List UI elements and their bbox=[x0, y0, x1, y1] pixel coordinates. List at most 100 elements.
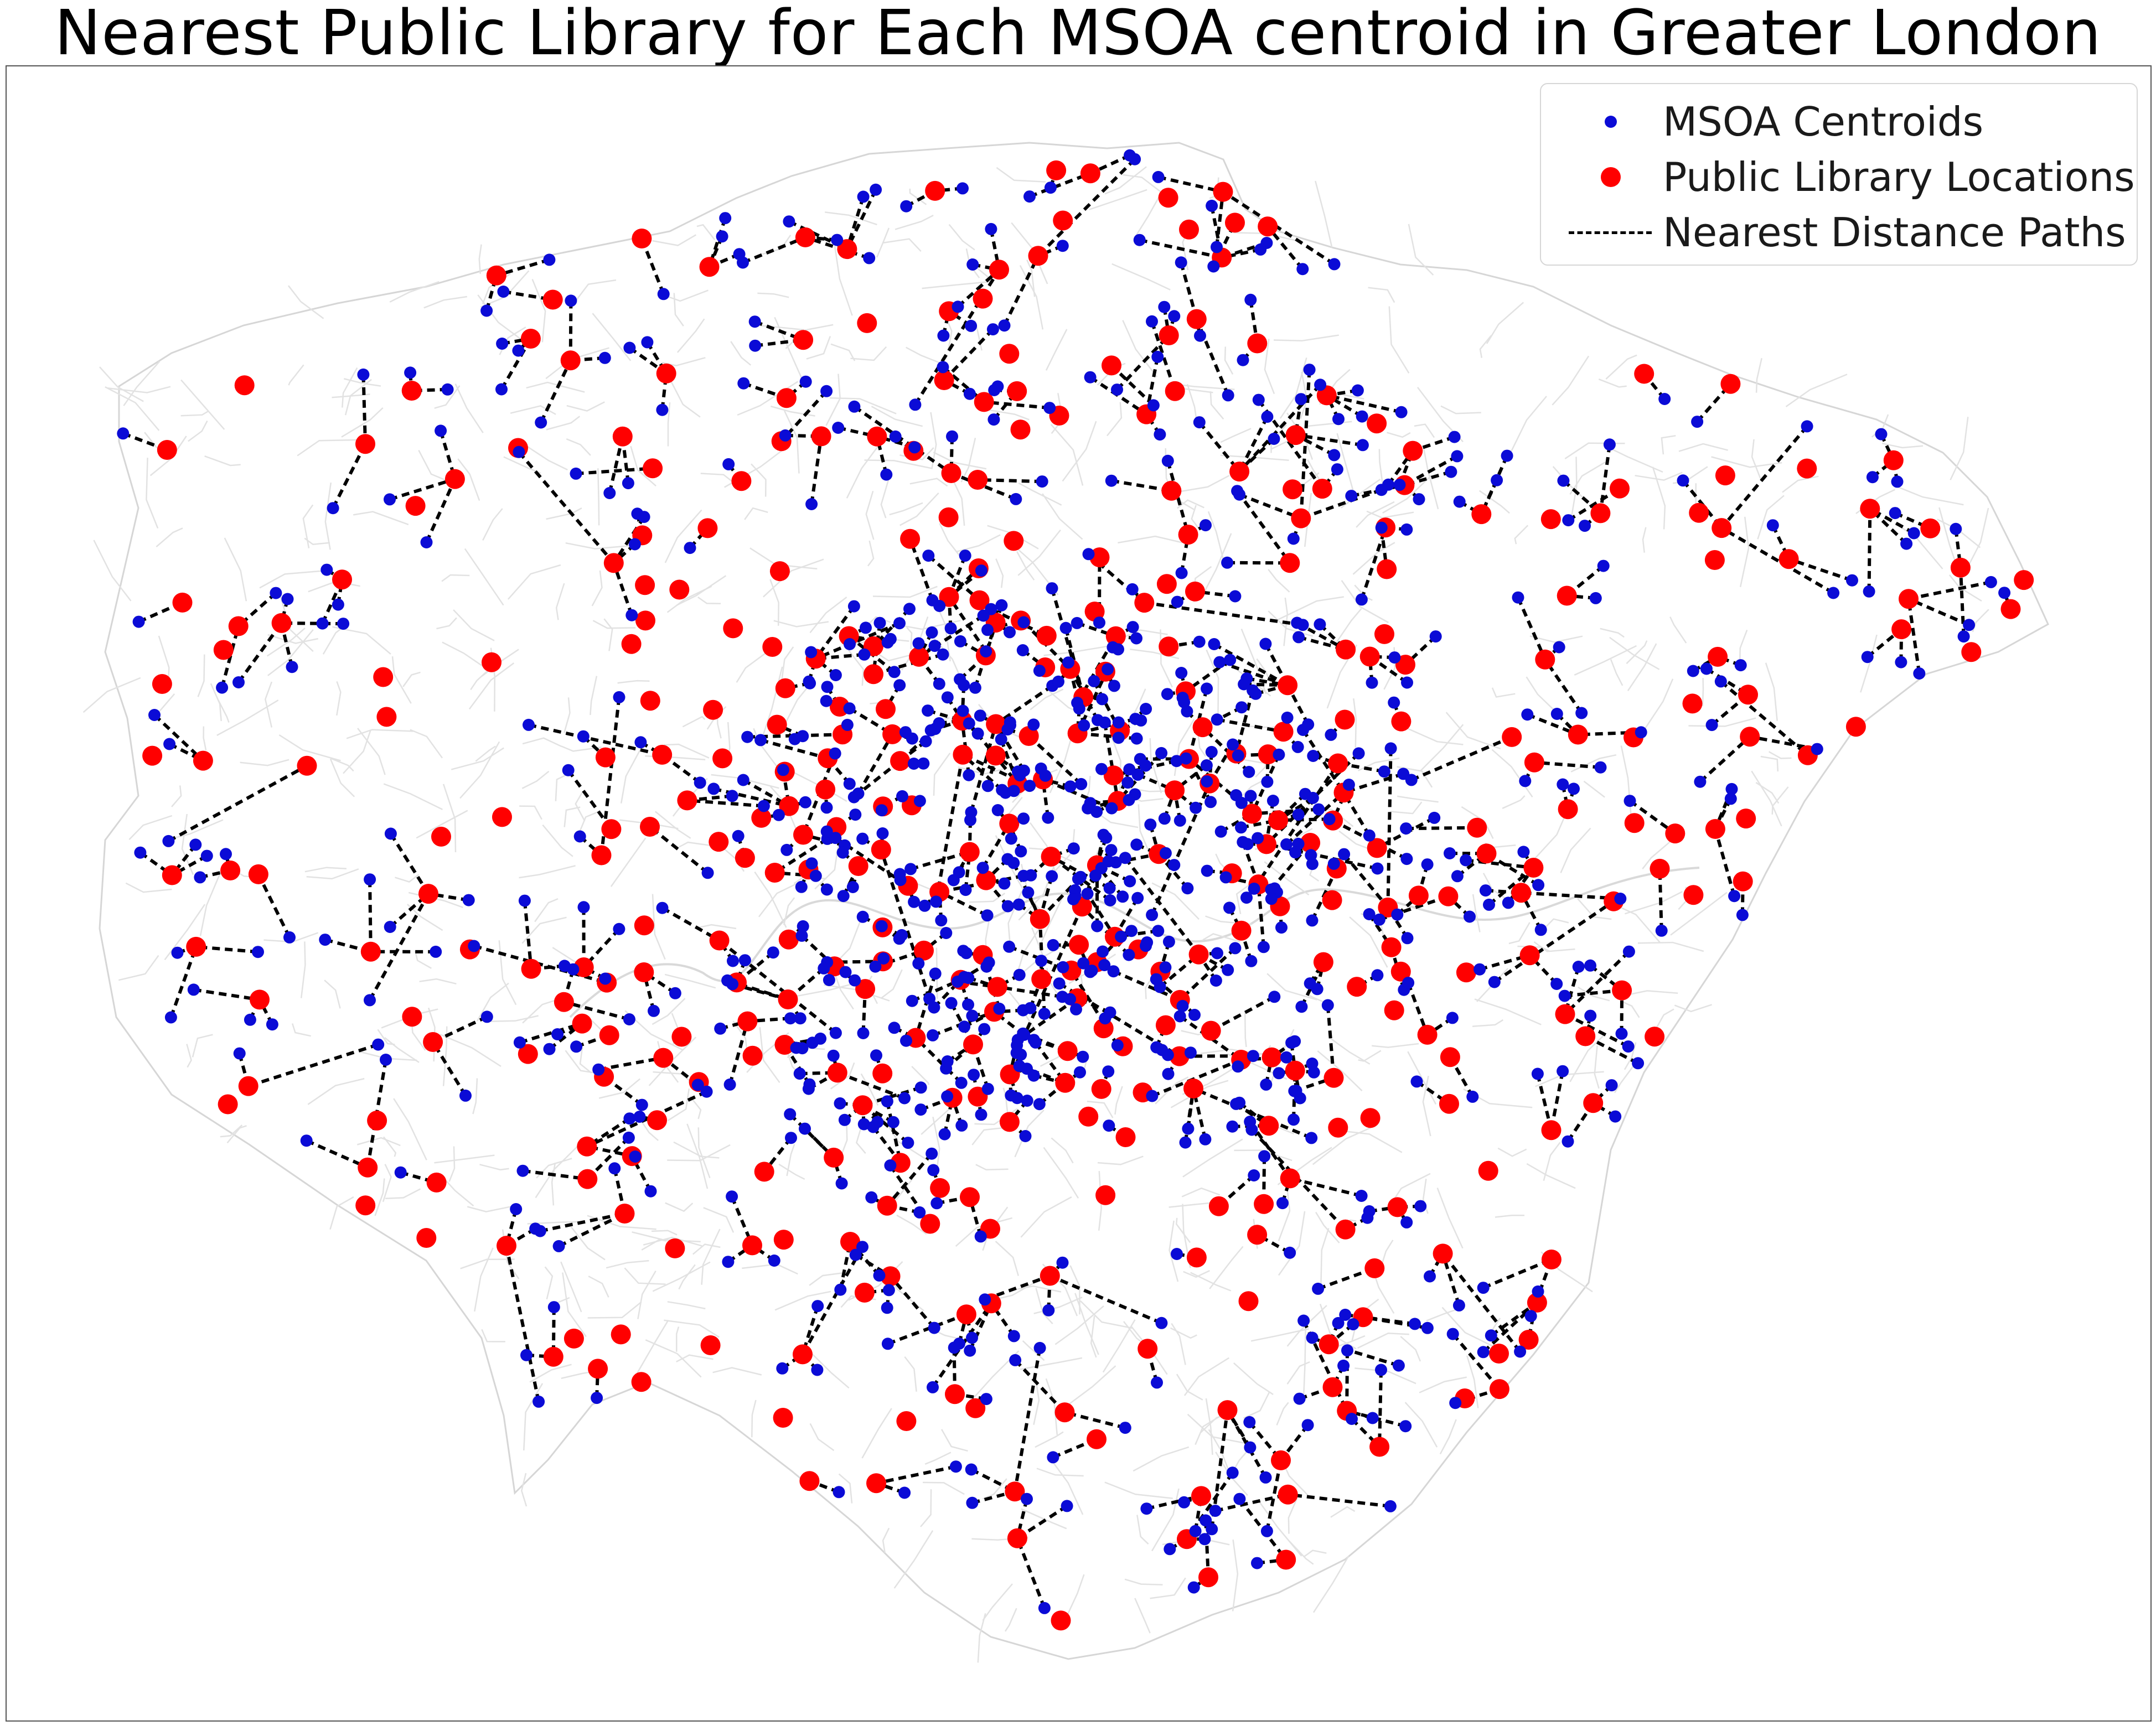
msoa-boundary-segment bbox=[784, 410, 800, 474]
msoa-centroid-point bbox=[1734, 659, 1747, 672]
msoa-boundary-segment bbox=[1372, 1043, 1419, 1048]
msoa-boundary-segment bbox=[1404, 1402, 1438, 1448]
msoa-boundary-segment bbox=[1642, 527, 1647, 553]
public-library-point bbox=[815, 779, 836, 800]
msoa-centroid-point bbox=[1021, 1492, 1033, 1505]
public-library-point bbox=[795, 227, 815, 247]
msoa-centroid-point bbox=[946, 430, 958, 443]
nearest-distance-path bbox=[1115, 334, 1170, 391]
msoa-boundary-segment bbox=[125, 882, 172, 893]
msoa-centroid-point bbox=[700, 1085, 713, 1098]
msoa-boundary-segment bbox=[1610, 659, 1624, 686]
msoa-centroid-point bbox=[906, 994, 918, 1007]
public-library-point bbox=[1323, 1067, 1344, 1088]
public-library-point bbox=[1053, 210, 1073, 231]
public-library-point bbox=[1590, 503, 1611, 523]
msoa-centroid-point bbox=[562, 764, 575, 776]
msoa-boundary-segment bbox=[1268, 610, 1314, 637]
msoa-centroid-point bbox=[844, 638, 856, 650]
msoa-boundary-segment bbox=[1552, 355, 1590, 406]
msoa-centroid-point bbox=[991, 804, 1004, 816]
msoa-boundary-segment bbox=[1669, 616, 1687, 644]
nearest-distance-path bbox=[861, 988, 867, 1034]
msoa-centroid-point bbox=[754, 734, 767, 747]
nearest-distance-path bbox=[1788, 557, 1853, 582]
msoa-centroid-point bbox=[1292, 808, 1305, 821]
msoa-centroid-point bbox=[1161, 1049, 1174, 1061]
nearest-distance-path bbox=[845, 189, 877, 250]
msoa-boundary-segment bbox=[591, 570, 603, 607]
msoa-boundary-segment bbox=[1495, 1214, 1525, 1218]
msoa-centroid-point bbox=[1168, 310, 1181, 323]
msoa-boundary-segment bbox=[643, 1236, 702, 1247]
msoa-centroid-point bbox=[1102, 1065, 1115, 1078]
msoa-centroid-point bbox=[1328, 258, 1341, 271]
nearest-distance-path bbox=[789, 1113, 835, 1159]
msoa-centroid-point bbox=[1232, 1060, 1244, 1073]
msoa-boundary-segment bbox=[1209, 1246, 1244, 1289]
msoa-centroid-point bbox=[1011, 1039, 1023, 1051]
msoa-boundary-segment bbox=[676, 318, 705, 353]
red-dot-icon bbox=[1558, 149, 1663, 205]
public-library-point bbox=[1384, 1000, 1404, 1020]
msoa-boundary-segment bbox=[467, 1205, 517, 1212]
msoa-boundary-segment bbox=[278, 734, 341, 761]
public-library-point bbox=[1634, 364, 1655, 384]
msoa-boundary-segment bbox=[389, 281, 440, 303]
msoa-centroid-point bbox=[1375, 1364, 1387, 1376]
public-library-point bbox=[1467, 817, 1487, 838]
msoa-centroid-point bbox=[1170, 755, 1183, 768]
public-library-point bbox=[1387, 1197, 1408, 1217]
public-library-point bbox=[1708, 646, 1728, 667]
msoa-centroid-point bbox=[1133, 234, 1146, 246]
msoa-boundary-segment bbox=[1760, 755, 1779, 772]
msoa-boundary-segment bbox=[393, 1098, 427, 1160]
msoa-boundary-segment bbox=[1472, 1019, 1504, 1027]
msoa-boundary-segment bbox=[307, 1077, 365, 1105]
nearest-distance-path bbox=[1404, 635, 1437, 666]
msoa-centroid-point bbox=[848, 400, 861, 413]
public-library-point bbox=[1557, 585, 1577, 606]
msoa-centroid-point bbox=[1244, 790, 1257, 802]
msoa-centroid-point bbox=[1226, 1466, 1239, 1479]
nearest-distance-path bbox=[950, 471, 1017, 501]
public-library-point bbox=[1715, 465, 1735, 486]
public-library-point bbox=[640, 817, 660, 837]
msoa-centroid-point bbox=[1150, 973, 1162, 986]
public-library-point bbox=[220, 861, 241, 880]
public-library-point bbox=[1891, 619, 1912, 640]
nearest-distance-path bbox=[598, 1056, 664, 1071]
msoa-centroid-point bbox=[1123, 763, 1136, 776]
public-library-point bbox=[1231, 920, 1252, 941]
public-library-point bbox=[697, 518, 718, 538]
nearest-distance-path bbox=[1326, 1005, 1336, 1079]
msoa-centroid-point bbox=[1235, 701, 1248, 714]
nearest-distance-path bbox=[548, 1022, 583, 1051]
msoa-centroid-point bbox=[805, 857, 818, 870]
msoa-boundary-segment bbox=[1022, 1340, 1045, 1361]
nearest-distance-path bbox=[661, 906, 721, 942]
msoa-centroid-point bbox=[888, 666, 901, 678]
msoa-centroid-point bbox=[898, 1092, 911, 1105]
nearest-distance-path bbox=[1907, 598, 1921, 674]
public-library-point bbox=[1476, 843, 1497, 864]
msoa-boundary-segment bbox=[510, 405, 556, 415]
msoa-boundary-segment bbox=[579, 1047, 592, 1074]
msoa-boundary-segment bbox=[561, 1371, 593, 1380]
msoa-centroid-point bbox=[1213, 656, 1226, 668]
public-library-point bbox=[591, 845, 612, 865]
public-library-point bbox=[1259, 1116, 1279, 1136]
msoa-centroid-point bbox=[1251, 1557, 1263, 1569]
msoa-centroid-point bbox=[927, 1029, 939, 1041]
msoa-centroid-point bbox=[980, 645, 992, 658]
nearest-distance-path bbox=[947, 555, 967, 598]
public-library-point bbox=[1031, 969, 1052, 989]
public-library-point bbox=[848, 856, 868, 876]
msoa-centroid-point bbox=[1245, 955, 1258, 967]
msoa-centroid-point bbox=[876, 827, 889, 839]
msoa-centroid-point bbox=[384, 827, 397, 840]
msoa-centroid-point bbox=[117, 427, 130, 440]
msoa-centroid-point bbox=[1237, 354, 1249, 366]
public-library-point bbox=[2000, 599, 2021, 619]
msoa-boundary-segment bbox=[99, 366, 144, 402]
